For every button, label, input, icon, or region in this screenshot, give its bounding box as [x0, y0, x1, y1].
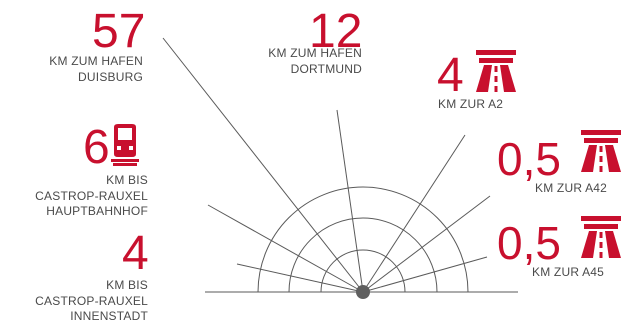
hbf-label: KM BIS CASTROP-RAUXEL HAUPTBAHNHOF	[35, 173, 148, 220]
ray-duisburg	[162, 37, 364, 293]
a42-value: 0,5	[497, 133, 561, 185]
radar-hub	[356, 285, 370, 299]
radar-arc-outer	[257, 186, 469, 293]
duisburg-label-line: KM ZUM HAFEN	[49, 54, 143, 68]
radar-arc-inner	[320, 249, 406, 293]
hbf-label-line: HAUPTBAHNHOF	[46, 204, 148, 218]
radar-arc-middle	[288, 217, 438, 293]
a42-label: KM ZUR A42	[535, 181, 607, 197]
motorway-icon	[581, 130, 621, 172]
duisburg-value: 57	[92, 5, 146, 58]
train-icon	[111, 124, 139, 166]
motorway-icon	[476, 50, 516, 92]
ray-a42	[362, 195, 491, 293]
ray-a2	[362, 134, 466, 293]
dortmund-value: 12	[309, 5, 363, 58]
dortmund-label: KM ZUM HAFEN DORTMUND	[268, 46, 362, 77]
hbf-label-line: CASTROP-RAUXEL	[35, 188, 148, 203]
a42-label-line: KM ZUR A42	[535, 181, 608, 195]
dortmund-label-line: KM ZUM HAFEN	[268, 46, 362, 60]
innenstadt-value: 4	[122, 227, 149, 280]
innenstadt-label-line: CASTROP-RAUXEL	[35, 293, 148, 308]
a45-value: 0,5	[497, 217, 561, 269]
motorway-icon	[581, 216, 621, 258]
hbf-label-line: KM BIS	[106, 173, 148, 187]
ray-dortmund	[336, 109, 364, 293]
duisburg-label-line: DUISBURG	[78, 69, 143, 84]
innenstadt-label: KM BIS CASTROP-RAUXEL INNENSTADT	[35, 278, 148, 325]
a2-label-line: KM ZUR A2	[438, 97, 504, 111]
ray-innenstadt	[236, 263, 364, 293]
ray-hbf	[207, 204, 364, 293]
duisburg-label: KM ZUM HAFEN DUISBURG	[49, 54, 143, 85]
a2-value: 4	[437, 49, 464, 102]
a45-label-line: KM ZUR A45	[532, 265, 605, 279]
innenstadt-label-line: INNENSTADT	[70, 309, 148, 323]
innenstadt-label-line: KM BIS	[106, 278, 148, 292]
a2-label: KM ZUR A2	[438, 97, 503, 113]
a45-label: KM ZUR A45	[532, 265, 604, 281]
dortmund-label-line: DORTMUND	[290, 61, 362, 76]
hbf-value: 6	[83, 121, 110, 174]
ray-a45	[362, 256, 488, 293]
